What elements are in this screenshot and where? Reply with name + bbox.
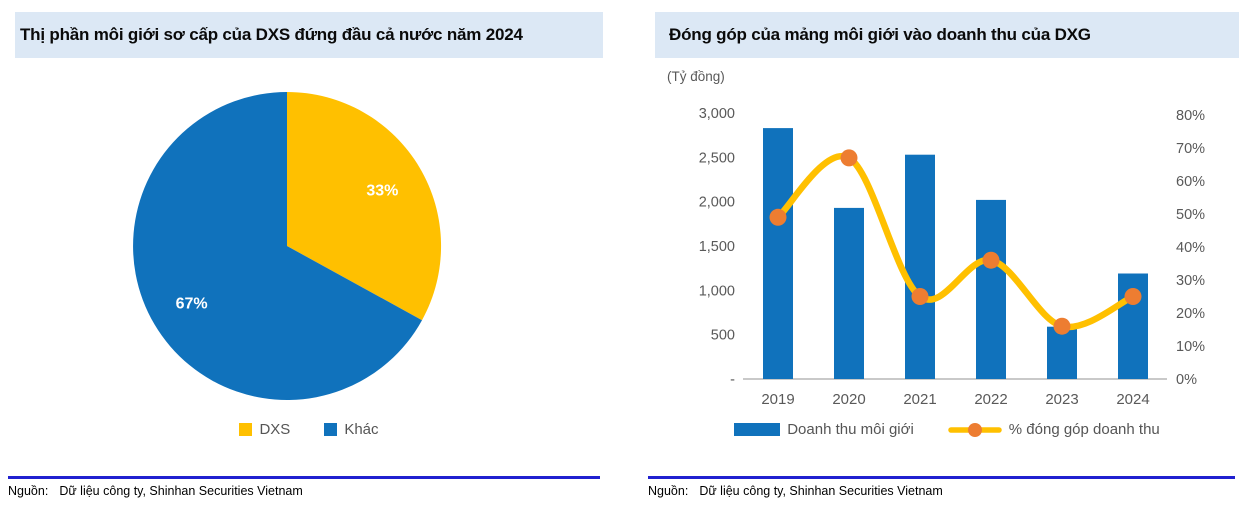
pie-slice-dxs <box>287 91 442 321</box>
legend-item-percent: % đóng góp doanh thu <box>948 421 1160 438</box>
line-marker-2023 <box>1053 317 1071 335</box>
bar-series <box>763 128 1148 379</box>
pie-data-label: 33% <box>366 183 398 200</box>
pie-legend: DXS Khác <box>15 421 603 438</box>
line-marker-2019 <box>769 208 787 226</box>
bar-2019 <box>763 128 793 379</box>
combo-chart-title: Đóng góp của mảng môi giới vào doanh thu… <box>655 12 1239 58</box>
svg-text:2021: 2021 <box>903 391 936 408</box>
svg-text:0%: 0% <box>1176 372 1197 388</box>
svg-text:80%: 80% <box>1176 108 1205 124</box>
divider-line <box>8 476 600 479</box>
khac-swatch <box>324 423 338 436</box>
svg-text:2,500: 2,500 <box>699 150 735 166</box>
svg-text:1,000: 1,000 <box>699 283 735 299</box>
pie-slice-khác <box>133 92 422 401</box>
svg-text:-: - <box>730 372 735 388</box>
pie-chart-title: Thị phần môi giới sơ cấp của DXS đứng đầ… <box>15 12 603 58</box>
line-legend-swatch <box>948 422 1002 437</box>
svg-text:10%: 10% <box>1176 339 1205 355</box>
left-axis-title: (Tỷ đồng) <box>667 69 725 84</box>
pie-data-label: 67% <box>176 295 208 312</box>
source-note: Nguồn: Dữ liệu công ty, Shinhan Securitie… <box>648 484 943 498</box>
source-note: Nguồn: Dữ liệu công ty, Shinhan Securitie… <box>8 484 303 498</box>
svg-text:2023: 2023 <box>1045 391 1078 408</box>
source-label: Nguồn: <box>8 484 49 498</box>
bar-2022 <box>976 199 1006 379</box>
svg-text:500: 500 <box>711 328 735 344</box>
line-marker-2021 <box>911 288 929 305</box>
percent-line <box>774 152 1137 331</box>
legend-item-dxs: DXS <box>239 421 290 438</box>
right-axis-ticks: 80% 70% 60% 50% 40% 30% 20% 10% 0% <box>1176 108 1205 388</box>
svg-text:50%: 50% <box>1176 207 1205 223</box>
legend-label: % đóng góp doanh thu <box>1008 421 1160 438</box>
legend-label: Khác <box>344 421 379 438</box>
svg-text:1,500: 1,500 <box>699 239 735 255</box>
bar-legend-swatch <box>734 423 781 436</box>
svg-text:3,000: 3,000 <box>699 106 735 122</box>
x-axis-labels: 2019 2020 2021 2022 2023 2024 <box>761 391 1149 408</box>
svg-text:2,000: 2,000 <box>699 195 735 211</box>
svg-text:70%: 70% <box>1176 141 1205 157</box>
legend-item-khac: Khác <box>324 421 379 438</box>
combo-chart: (Tỷ đồng) 3,000 2,500 2,000 1,500 1,000 500 - 80… <box>667 69 1205 408</box>
line-marker-2020 <box>840 149 858 167</box>
line-marker-2022 <box>982 251 1000 269</box>
legend-label: DXS <box>259 421 291 438</box>
svg-text:2022: 2022 <box>974 391 1007 408</box>
bar-2020 <box>834 207 864 379</box>
combo-panel: Đóng góp của mảng môi giới vào doanh thu… <box>648 0 1239 512</box>
dxs-swatch <box>239 423 253 436</box>
legend-item-revenue: Doanh thu môi giới <box>734 421 914 438</box>
svg-text:60%: 60% <box>1176 174 1205 190</box>
svg-text:2020: 2020 <box>832 391 865 408</box>
svg-text:30%: 30% <box>1176 273 1205 289</box>
source-label: Nguồn: <box>648 484 689 498</box>
source-text: Dữ liệu công ty, Shinhan Securities Viet… <box>59 484 303 498</box>
pie-chart: 33% 67% <box>133 91 442 401</box>
combo-legend: Doanh thu môi giới % đóng góp doanh thu <box>655 421 1239 438</box>
svg-text:40%: 40% <box>1176 240 1205 256</box>
legend-label: Doanh thu môi giới <box>787 421 914 438</box>
left-axis-ticks: 3,000 2,500 2,000 1,500 1,000 500 - <box>699 106 735 388</box>
svg-text:2019: 2019 <box>761 391 794 408</box>
divider-line <box>648 476 1235 479</box>
source-text: Dữ liệu công ty, Shinhan Securities Viet… <box>699 484 943 498</box>
svg-text:2024: 2024 <box>1116 391 1149 408</box>
pie-panel: Thị phần môi giới sơ cấp của DXS đứng đầ… <box>8 0 603 512</box>
svg-text:20%: 20% <box>1176 306 1205 322</box>
bar-2023 <box>1047 326 1077 379</box>
line-marker-2024 <box>1124 288 1142 305</box>
bar-2021 <box>905 154 935 379</box>
